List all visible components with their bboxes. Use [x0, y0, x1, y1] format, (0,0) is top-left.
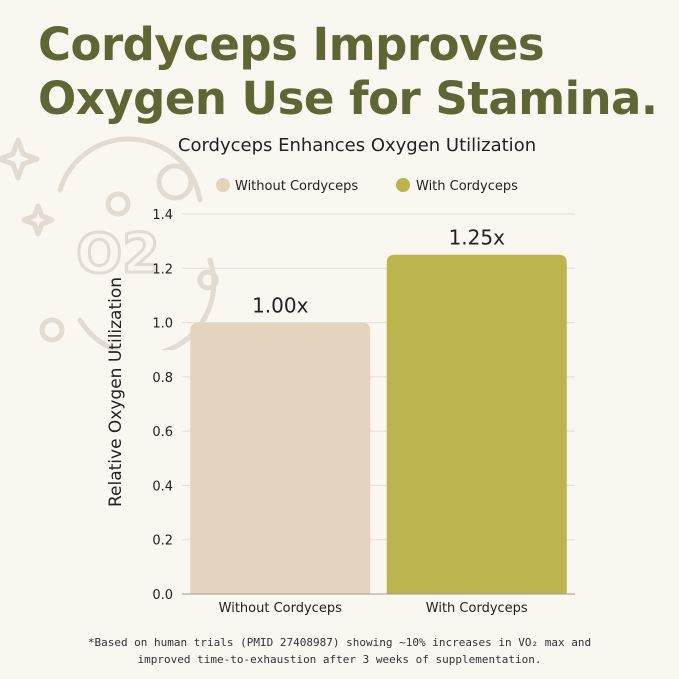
- sparkle-icon: [0, 137, 40, 181]
- bubble-icon: [197, 269, 219, 291]
- footnote: *Based on human trials (PMID 27408987) s…: [20, 634, 659, 668]
- y-tick-label: 1.0: [152, 317, 173, 332]
- headline: Cordyceps Improves Oxygen Use for Stamin…: [38, 18, 658, 126]
- legend-label-with-cordyceps: With Cordyceps: [416, 179, 518, 194]
- bubble-icon: [39, 317, 65, 343]
- y-tick-label: 0.2: [152, 534, 173, 549]
- sparkle-icon: [21, 203, 55, 237]
- bubble-icon: [105, 191, 131, 217]
- headline-line-1: Cordyceps Improves: [38, 18, 545, 71]
- x-tick-label: Without Cordyceps: [219, 601, 342, 616]
- headline-line-2: Oxygen Use for Stamina.: [38, 72, 658, 125]
- bubble-icon: [156, 163, 194, 201]
- footnote-line-1: *Based on human trials (PMID 27408987) s…: [87, 636, 592, 649]
- y-axis-ticks: 0.0 0.2 0.4 0.6 0.8 1.0 1.2 1.4: [152, 208, 173, 603]
- legend-swatch-with-cordyceps: [396, 178, 410, 192]
- legend-swatch-without-cordyceps: [216, 178, 230, 192]
- y-tick-label: 0.0: [152, 588, 173, 603]
- decorative-oxygen-illustration: O2: [0, 136, 219, 350]
- x-tick-label: With Cordyceps: [426, 601, 528, 616]
- o2-symbol: O2: [76, 222, 159, 285]
- bar-with-cordyceps: [386, 254, 567, 594]
- legend: Without Cordyceps With Cordyceps: [216, 178, 518, 194]
- y-tick-label: 0.4: [152, 479, 173, 494]
- y-axis-label: Relative Oxygen Utilization: [106, 277, 126, 507]
- bars: 1.00x 1.25x: [190, 226, 567, 594]
- data-label: 1.25x: [449, 226, 506, 250]
- footnote-line-2: improved time-to-exhaustion after 3 week…: [137, 653, 542, 666]
- legend-label-without-cordyceps: Without Cordyceps: [235, 179, 358, 194]
- x-axis-ticks: Without Cordyceps With Cordyceps: [219, 601, 528, 616]
- chart-title: Cordyceps Enhances Oxygen Utilization: [178, 135, 536, 156]
- y-tick-label: 0.6: [152, 425, 173, 440]
- y-tick-label: 1.2: [152, 262, 173, 277]
- data-label: 1.00x: [252, 294, 309, 318]
- y-tick-label: 1.4: [152, 208, 173, 223]
- y-tick-label: 0.8: [152, 371, 173, 386]
- circle-icon: [77, 257, 217, 350]
- bar-without-cordyceps: [190, 322, 371, 594]
